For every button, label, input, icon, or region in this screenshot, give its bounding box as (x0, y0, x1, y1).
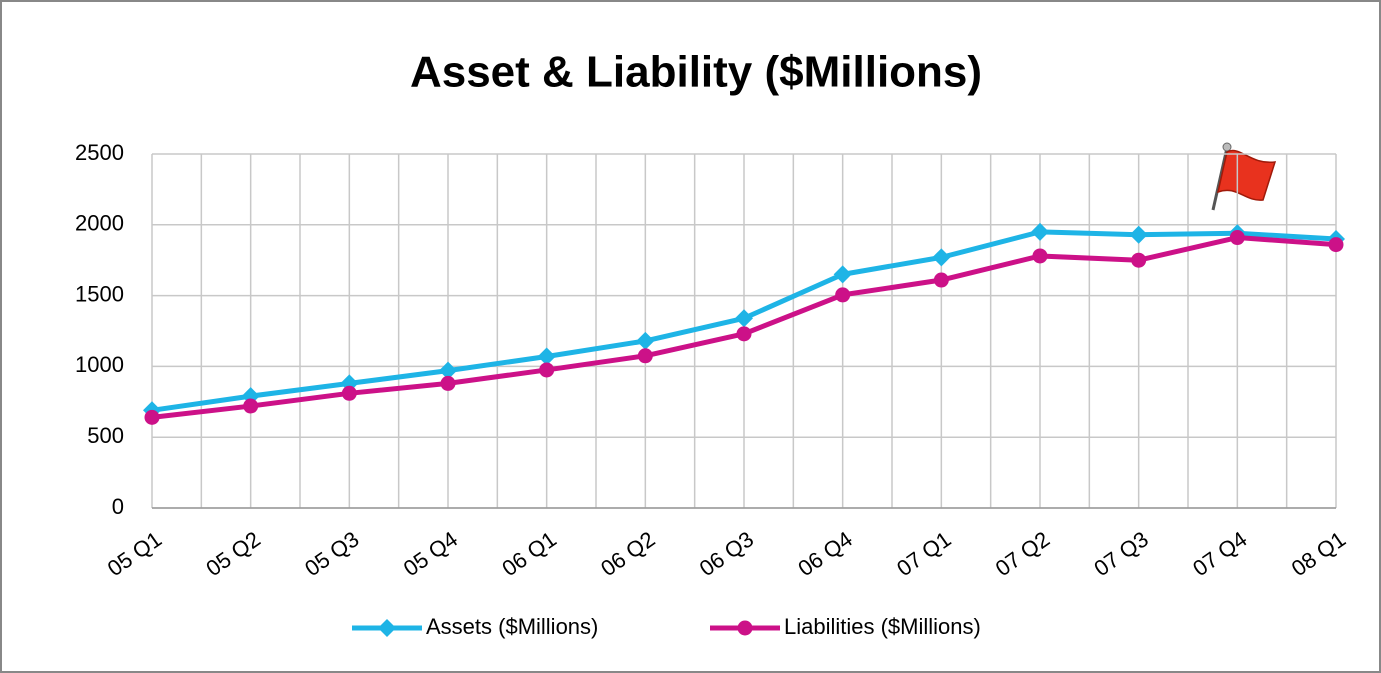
legend-marker (378, 619, 396, 637)
y-tick-label: 1500 (75, 281, 124, 306)
flag-icon (1211, 142, 1277, 211)
marker (1031, 222, 1049, 241)
marker (1328, 237, 1344, 253)
marker (1129, 225, 1148, 244)
y-tick-label: 1000 (75, 352, 124, 377)
marker (835, 287, 851, 303)
marker (1131, 252, 1147, 268)
marker (833, 265, 852, 284)
chart-title: Asset & Liability ($Millions) (410, 48, 982, 97)
y-tick-label: 2000 (75, 211, 124, 236)
marker (736, 326, 752, 342)
marker (932, 248, 951, 267)
marker (539, 362, 555, 378)
marker (637, 348, 653, 364)
marker (144, 409, 160, 425)
marker (1229, 230, 1245, 246)
y-tick-label: 2500 (75, 140, 124, 165)
legend-marker (737, 620, 753, 636)
marker (439, 361, 457, 380)
marker (1032, 248, 1048, 264)
marker (243, 398, 259, 414)
legend-label: Liabilities ($Millions) (784, 614, 981, 639)
marker (636, 331, 655, 350)
marker (537, 347, 556, 366)
y-tick-label: 0 (112, 494, 124, 519)
marker (933, 272, 949, 288)
y-tick-label: 500 (87, 423, 124, 448)
marker (440, 375, 456, 391)
marker (341, 385, 357, 401)
marker (735, 309, 753, 328)
legend-label: Assets ($Millions) (426, 614, 598, 639)
series (144, 230, 1344, 425)
